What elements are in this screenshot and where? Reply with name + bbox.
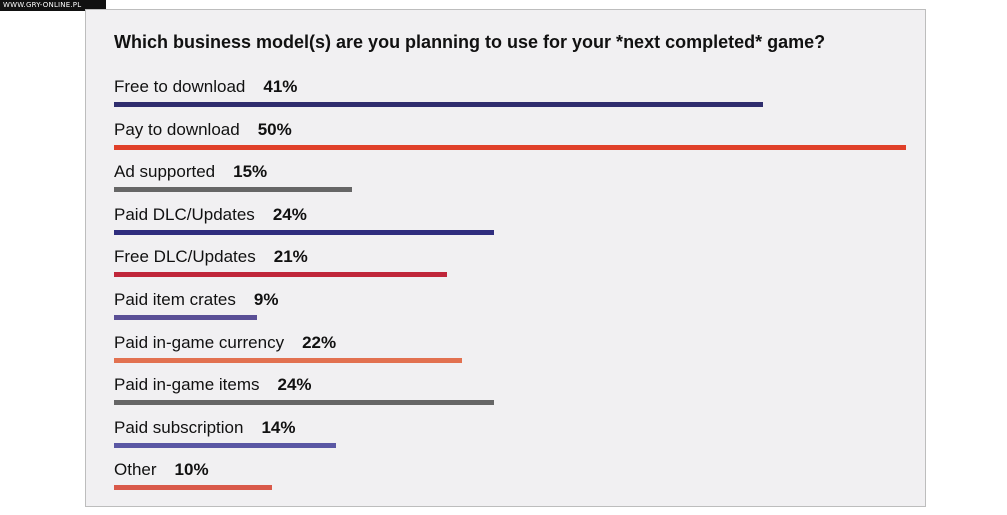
bar <box>114 315 257 320</box>
bar-label: Other 10% <box>114 460 209 480</box>
bar <box>114 229 495 235</box>
category-label: Pay to download <box>114 119 240 139</box>
value-label: 14% <box>261 417 296 437</box>
category-label: Paid subscription <box>114 417 244 437</box>
category-label: Ad supported <box>114 162 216 182</box>
bar-label: Free DLC/Updates 21% <box>114 247 308 267</box>
category-label: Free DLC/Updates <box>114 247 256 267</box>
category-label: Paid item crates <box>114 290 236 309</box>
bar-label: Pay to download 50% <box>114 120 292 140</box>
value-label: 50% <box>257 119 292 139</box>
bar <box>114 272 447 278</box>
category-label: Paid DLC/Updates <box>114 204 255 224</box>
bar <box>114 187 352 193</box>
value-label: 24% <box>272 204 307 224</box>
value-label: 9% <box>253 290 279 309</box>
bar-label: Paid subscription 14% <box>114 418 296 438</box>
site-watermark: WWW.GRY-ONLINE.PL <box>0 0 106 11</box>
bar <box>114 400 495 406</box>
chart-panel: Which business model(s) are you planning… <box>85 9 926 507</box>
bar-label: Paid DLC/Updates 24% <box>114 205 307 225</box>
value-label: 10% <box>174 460 209 480</box>
value-label: 24% <box>277 375 312 395</box>
bar-label: Paid in-game currency 22% <box>114 333 336 353</box>
bar <box>114 485 273 491</box>
bar <box>114 102 764 107</box>
category-label: Other <box>114 460 157 480</box>
bar-label: Paid item crates 9% <box>114 290 278 310</box>
category-label: Free to download <box>114 77 246 96</box>
chart-title: Which business model(s) are you planning… <box>114 32 826 52</box>
bar <box>114 442 336 448</box>
bar-label: Paid in-game items 24% <box>114 375 312 395</box>
value-label: 21% <box>273 247 308 267</box>
bar-label: Ad supported 15% <box>114 162 267 182</box>
category-label: Paid in-game items <box>114 375 260 395</box>
bar-label: Free to download 41% <box>114 77 297 97</box>
value-label: 15% <box>233 162 268 182</box>
bar <box>114 144 906 150</box>
value-label: 22% <box>302 332 337 352</box>
value-label: 41% <box>263 77 298 96</box>
bar <box>114 357 463 363</box>
category-label: Paid in-game currency <box>114 332 285 352</box>
